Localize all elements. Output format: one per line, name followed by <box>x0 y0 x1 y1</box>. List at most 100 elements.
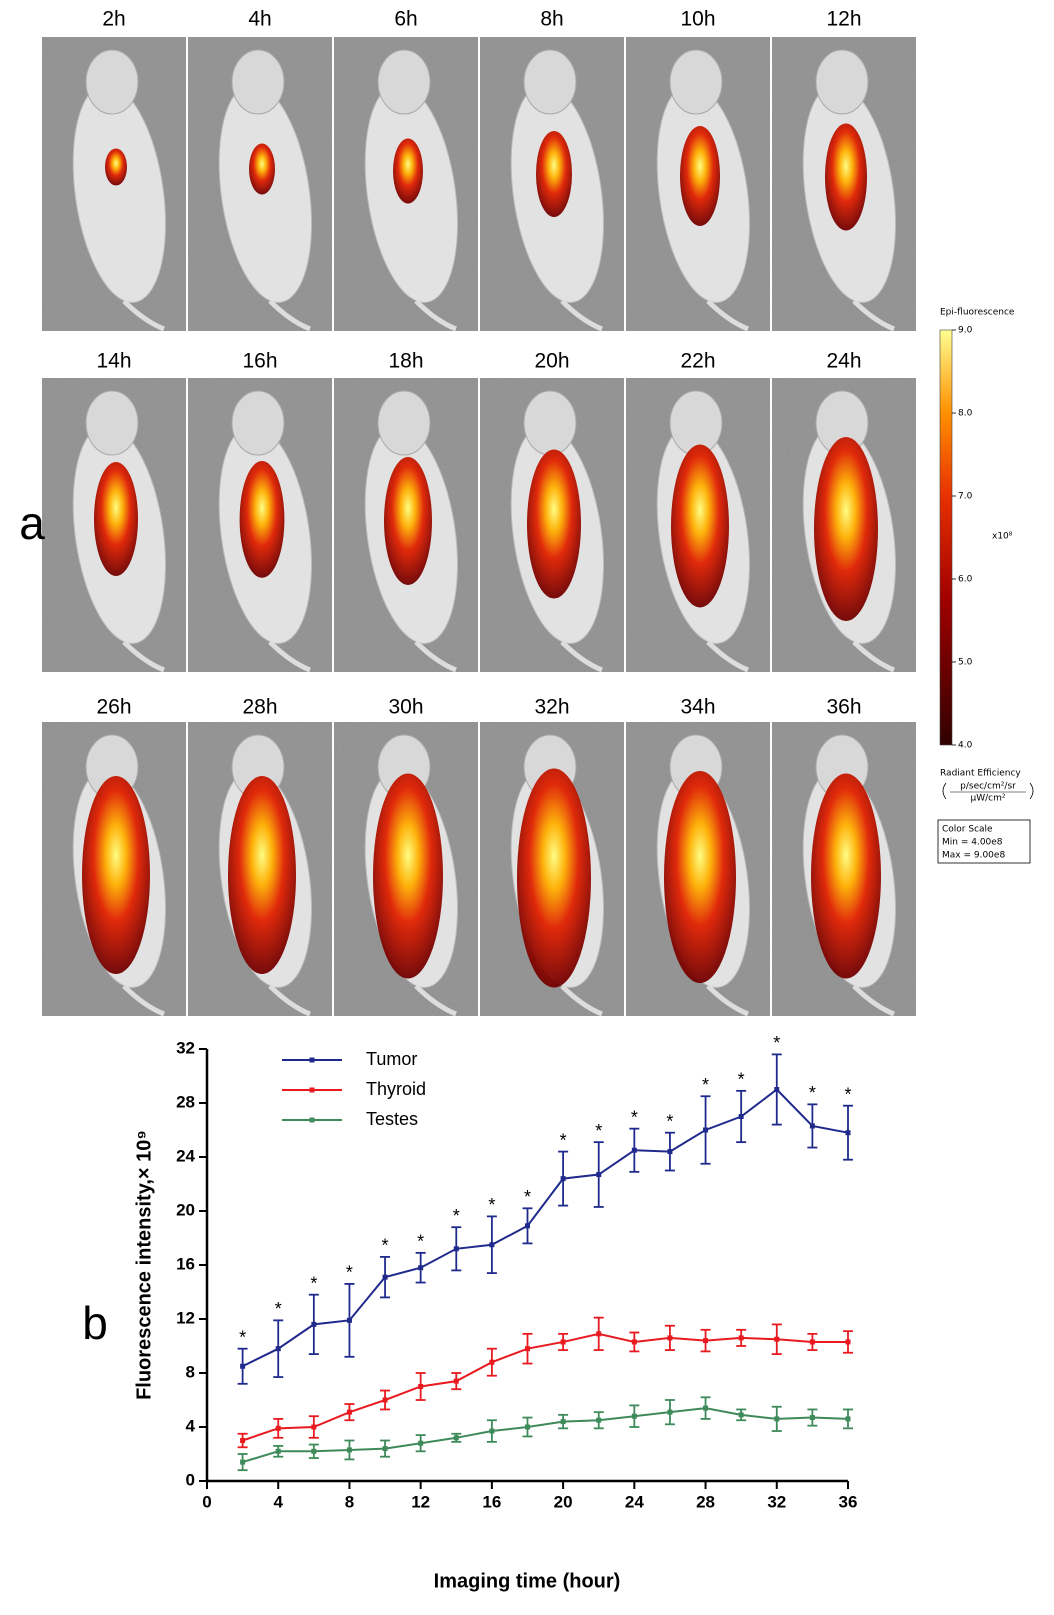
x-tick-label: 12 <box>411 1492 430 1511</box>
data-point <box>311 1448 317 1454</box>
data-point <box>560 1176 566 1182</box>
data-point <box>346 1409 352 1415</box>
mouse-image <box>42 378 186 673</box>
data-point <box>667 1335 673 1341</box>
significance-marker: * <box>595 1121 602 1141</box>
time-label: 12h <box>826 8 861 31</box>
data-point <box>489 1242 495 1248</box>
significance-marker: * <box>560 1130 567 1150</box>
fluorescence-signal <box>249 143 275 195</box>
significance-marker: * <box>844 1084 851 1104</box>
y-axis-label: Fluorescence intensity,× 10⁹ <box>133 1130 155 1400</box>
mouse-tail <box>122 984 165 1017</box>
data-point <box>346 1317 352 1323</box>
y-tick-label: 0 <box>186 1470 195 1489</box>
color-scale-quantity: Radiant Efficiency <box>940 769 1021 779</box>
significance-marker: * <box>631 1107 638 1127</box>
unit-parentheses <box>942 782 1034 800</box>
time-label: 6h <box>394 8 417 31</box>
y-tick-label: 20 <box>176 1200 195 1219</box>
y-tick-label: 28 <box>176 1092 195 1111</box>
significance-marker: * <box>773 1033 780 1053</box>
mouse-tail <box>560 640 603 673</box>
mouse-tail <box>706 299 749 332</box>
time-label: 24h <box>826 350 861 373</box>
x-tick-label: 0 <box>202 1492 211 1511</box>
data-point <box>845 1339 851 1345</box>
x-tick-label: 28 <box>696 1492 715 1511</box>
x-tick-label: 16 <box>482 1492 501 1511</box>
data-point <box>240 1459 246 1465</box>
time-label: 8h <box>540 8 563 31</box>
series-line <box>242 1088 849 1368</box>
y-tick-label: 12 <box>176 1308 195 1327</box>
data-point <box>809 1339 815 1345</box>
time-label: 2h <box>102 8 125 31</box>
significance-marker: * <box>738 1070 745 1090</box>
legend-marker <box>309 1087 315 1093</box>
significance-marker: * <box>702 1075 709 1095</box>
data-point <box>453 1435 459 1441</box>
data-point <box>275 1425 281 1431</box>
data-point <box>596 1331 602 1337</box>
data-point <box>631 1339 637 1345</box>
time-label: 4h <box>248 8 271 31</box>
data-point <box>703 1338 709 1344</box>
fluorescence-signal <box>527 449 581 599</box>
y-tick-label: 16 <box>176 1254 195 1273</box>
time-label: 32h <box>534 696 569 719</box>
significance-marker: * <box>382 1236 389 1256</box>
mouse-image <box>42 722 186 1017</box>
data-point <box>774 1336 780 1342</box>
data-point <box>738 1335 744 1341</box>
data-point <box>240 1438 246 1443</box>
mouse-head <box>523 49 577 115</box>
color-scale: Epi-fluorescence x10⁸ Radiant Efficiency… <box>937 308 1034 864</box>
mouse-image <box>626 37 770 332</box>
data-point <box>845 1416 851 1422</box>
mouse-image <box>188 378 332 673</box>
mouse-tail <box>414 299 457 332</box>
time-label: 20h <box>534 350 569 373</box>
significance-marker: * <box>346 1263 353 1283</box>
data-point <box>382 1446 388 1452</box>
y-tick-label: 24 <box>176 1146 195 1165</box>
time-label: 22h <box>680 350 715 373</box>
time-label: 26h <box>96 696 131 719</box>
fluorescence-signal <box>671 444 729 608</box>
data-point <box>275 1448 281 1454</box>
data-point <box>703 1127 709 1133</box>
mouse-head <box>231 49 285 115</box>
mouse-image <box>188 722 332 1017</box>
mouse-image <box>772 37 916 332</box>
x-tick-label: 4 <box>273 1492 283 1511</box>
mouse-head <box>85 390 139 456</box>
mouse-image <box>626 722 770 1017</box>
data-point <box>738 1114 744 1119</box>
time-label: 36h <box>826 696 861 719</box>
data-point <box>311 1424 317 1430</box>
x-tick-label: 20 <box>554 1492 573 1511</box>
time-label: 34h <box>680 696 715 719</box>
fluorescence-signal <box>517 768 591 988</box>
fluorescence-signal <box>825 123 867 231</box>
mouse-tail <box>268 299 311 332</box>
data-point <box>631 1413 637 1419</box>
data-point <box>809 1415 815 1421</box>
y-tick-label: 32 <box>176 1038 195 1057</box>
color-scale-min: Min = 4.00e8 <box>942 838 1003 848</box>
data-point <box>311 1321 317 1327</box>
color-scale-tick-label: 6.0 <box>958 575 973 585</box>
data-point <box>560 1419 566 1425</box>
data-point <box>774 1416 780 1422</box>
color-scale-title: Epi-fluorescence <box>940 308 1015 318</box>
time-label: 28h <box>242 696 277 719</box>
mouse-head <box>523 390 577 456</box>
data-point <box>667 1149 673 1155</box>
fluorescence-signal <box>664 771 736 983</box>
significance-marker: * <box>666 1111 673 1131</box>
significance-marker: * <box>275 1299 282 1319</box>
mouse-tail <box>268 640 311 673</box>
mouse-image <box>626 378 770 673</box>
data-point <box>845 1130 851 1136</box>
